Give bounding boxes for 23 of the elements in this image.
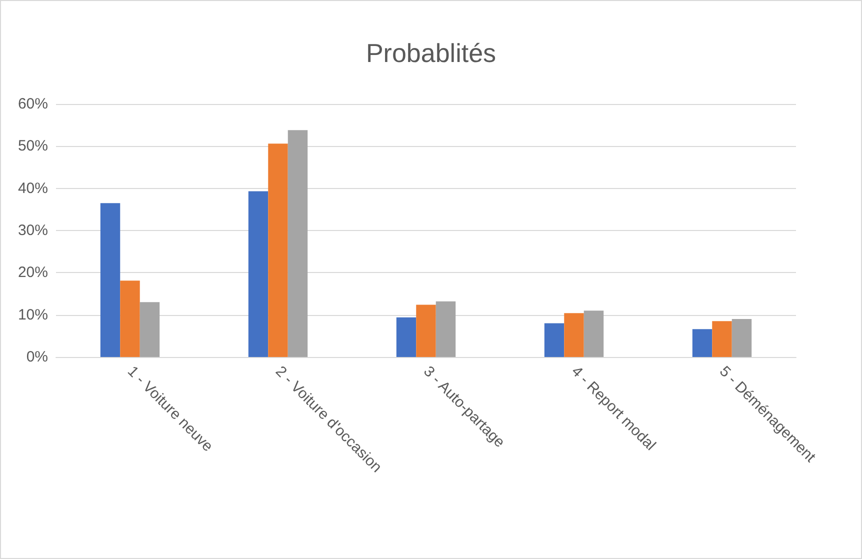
bar	[436, 301, 456, 357]
y-tick-label: 50%	[18, 138, 48, 155]
bar	[120, 280, 140, 357]
y-tick-label: 30%	[18, 222, 48, 239]
bar	[712, 321, 732, 357]
bar	[732, 319, 752, 357]
bar	[248, 191, 268, 357]
y-tick-label: 0%	[26, 348, 48, 366]
bar	[544, 323, 564, 357]
y-tick-label: 10%	[18, 306, 48, 324]
bar	[396, 317, 416, 357]
y-tick-label: 40%	[18, 180, 48, 197]
y-tick-label: 60%	[18, 96, 48, 112]
bar	[100, 203, 120, 357]
bar	[416, 304, 436, 357]
y-tick-label: 20%	[18, 264, 48, 282]
bar	[692, 329, 712, 357]
bar	[288, 130, 308, 357]
bar	[584, 310, 604, 357]
bar	[140, 302, 160, 357]
chart-title: Probablités	[366, 38, 496, 68]
bar	[564, 313, 584, 357]
bar	[268, 144, 288, 357]
